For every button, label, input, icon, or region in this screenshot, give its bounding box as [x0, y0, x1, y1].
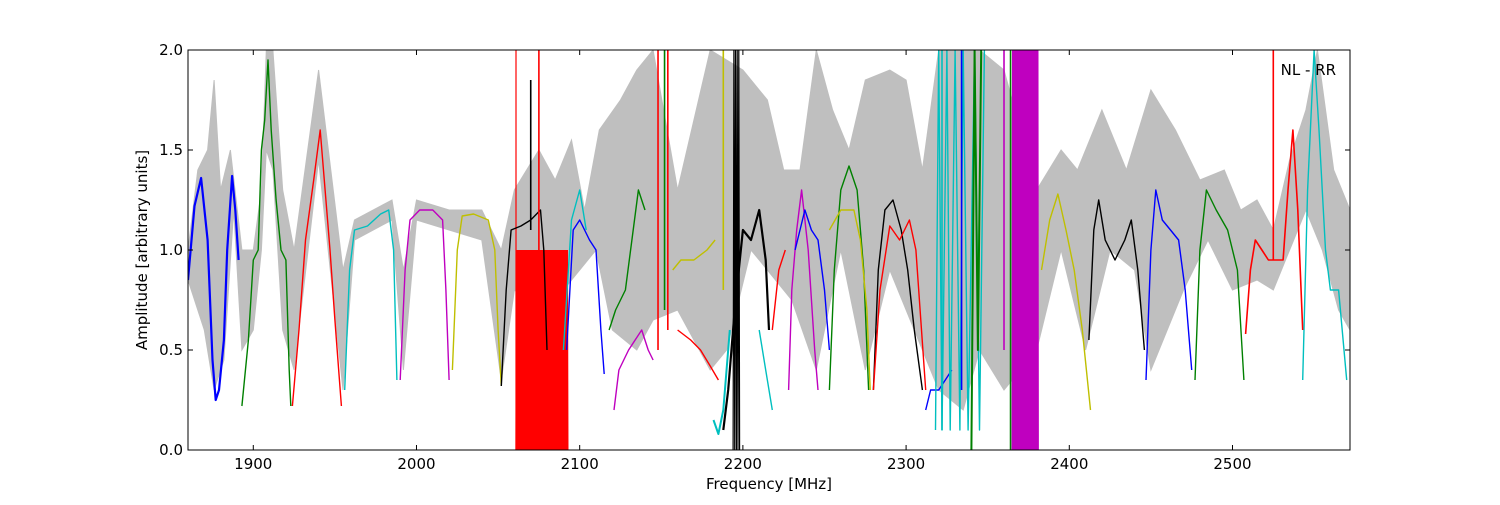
series-line-30 — [1244, 129, 1304, 335]
y-axis-label: Amplitude [arbitrary units] — [133, 150, 151, 350]
series-line-5 — [451, 213, 502, 387]
x-tick-label: 2200 — [724, 455, 762, 473]
series-line-31 — [1302, 50, 1348, 381]
series-line-17 — [787, 189, 819, 391]
series-line-7 — [565, 219, 605, 375]
noise-burst-3 — [732, 50, 741, 450]
x-tick-label: 2500 — [1213, 455, 1251, 473]
noise-burst-1 — [1011, 50, 1039, 450]
corner-label: NL - RR — [1281, 61, 1336, 79]
series-line-2 — [291, 129, 343, 407]
y-axis: 0.0 0.5 1.0 1.5 2.0 — [159, 41, 1350, 459]
plot-area — [188, 50, 1350, 450]
series-line-8 — [562, 189, 587, 351]
series-line-13 — [712, 329, 731, 435]
series-line-9 — [608, 189, 646, 331]
x-axis-label: Frequency [MHz] — [706, 475, 832, 493]
series-line-21 — [872, 199, 924, 391]
series-line-25 — [970, 50, 983, 450]
x-tick-label: 2000 — [397, 455, 435, 473]
series-line-27 — [1088, 199, 1146, 351]
series-line-16 — [771, 249, 786, 331]
series-line-18 — [794, 209, 831, 351]
y-tick-label: 0.0 — [159, 441, 183, 459]
series-line-6 — [500, 209, 548, 387]
series-line-3 — [344, 209, 398, 391]
series-line-29 — [1194, 189, 1245, 381]
series-layer — [188, 50, 1348, 450]
x-axis: 1900 2000 2100 2200 2300 2400 2500 — [234, 50, 1252, 473]
x-tick-label: 2400 — [1050, 455, 1088, 473]
x-tick-label: 2300 — [887, 455, 925, 473]
series-line-1 — [241, 59, 292, 407]
series-line-23 — [925, 369, 953, 411]
x-tick-label: 1900 — [234, 455, 272, 473]
series-line-20 — [828, 209, 871, 391]
series-line-10 — [613, 329, 654, 411]
y-tick-label: 1.5 — [159, 141, 183, 159]
x-tick-label: 2100 — [561, 455, 599, 473]
noise-burst-0 — [515, 249, 569, 450]
y-tick-label: 2.0 — [159, 41, 183, 59]
series-line-22 — [872, 219, 927, 391]
series-line-12 — [672, 239, 716, 271]
series-line-0 — [188, 174, 240, 402]
amplitude-envelope — [188, 50, 1350, 411]
series-line-28 — [1145, 189, 1193, 381]
series-line-26 — [1040, 193, 1092, 411]
y-tick-label: 0.5 — [159, 341, 183, 359]
series-line-4 — [399, 209, 450, 381]
series-line-15 — [758, 329, 773, 411]
series-line-11 — [677, 329, 720, 381]
y-tick-label: 1.0 — [159, 241, 183, 259]
series-line-14 — [722, 208, 771, 431]
